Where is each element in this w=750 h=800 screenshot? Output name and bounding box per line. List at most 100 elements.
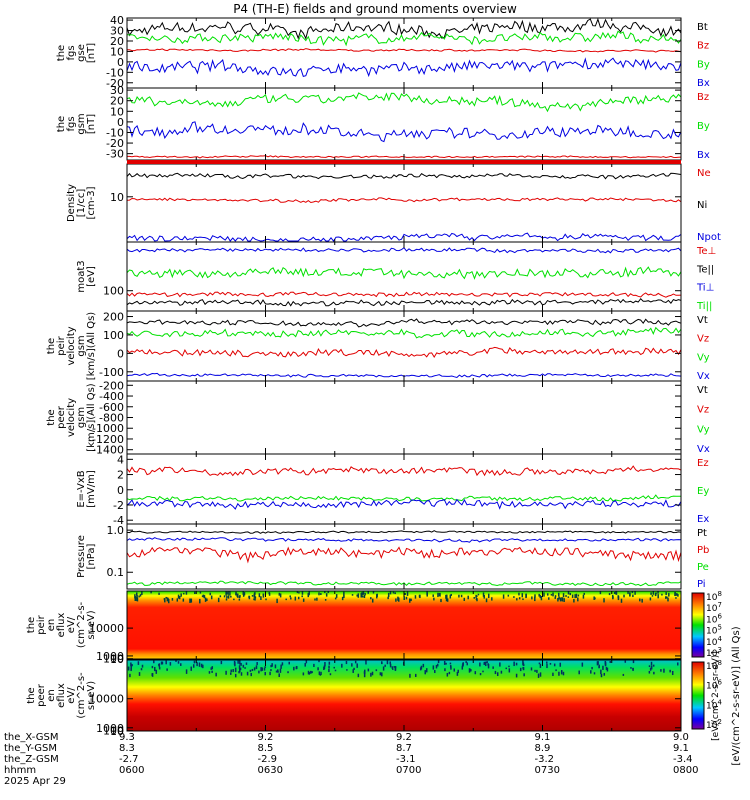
colorbar-tick-exponent: 7 [717, 601, 721, 609]
y-axis-label: Pressure [76, 535, 87, 578]
spectrogram-speckle [244, 667, 246, 669]
spectrogram-speckle [298, 591, 300, 594]
y-axis-label: eflux [56, 613, 67, 638]
spectrogram-speckle [234, 673, 237, 678]
y-tick-label: 1000 [96, 650, 124, 663]
series-line-By [126, 92, 682, 113]
spectrogram-speckle [410, 598, 412, 602]
spectrogram-speckle [519, 667, 522, 672]
spectrogram-speckle [362, 591, 364, 595]
spectrogram-speckle [203, 595, 206, 599]
spectrogram-speckle [313, 663, 315, 667]
spectrogram-speckle [499, 662, 501, 667]
spectrogram-speckle [418, 594, 421, 598]
spectrogram-speckle [230, 672, 232, 675]
spectrogram-speckle [138, 672, 141, 676]
spectrogram-speckle [522, 598, 524, 601]
spectrogram-speckle [594, 597, 596, 600]
y-tick-label: -1200 [92, 433, 124, 446]
spectrogram-speckle [351, 594, 354, 596]
spectrogram-speckle [233, 660, 236, 666]
spectrogram-speckle [161, 661, 164, 665]
spectrogram-speckle [562, 671, 565, 676]
colorbar-tick-exponent: 8 [717, 659, 721, 667]
spectrogram-speckle [456, 671, 459, 676]
spectrogram-speckle [351, 663, 353, 667]
spectrogram-speckle [141, 591, 143, 596]
spectrogram-speckle [648, 670, 651, 674]
y-tick-label: -600 [99, 401, 124, 414]
spectrogram-speckle [593, 596, 595, 600]
panel-frame [126, 380, 682, 455]
spectrogram-speckle [363, 673, 366, 678]
spectrogram-speckle [137, 661, 140, 665]
spectrogram-speckle [513, 596, 515, 598]
spectrogram-speckle [327, 591, 330, 594]
spectrogram-speckle [525, 593, 527, 599]
spectrogram-speckle [425, 668, 428, 673]
spectrogram-speckle [461, 666, 464, 670]
spectrogram-speckle [435, 664, 438, 669]
spectrogram-speckle [164, 598, 166, 603]
spectrogram-speckle [270, 664, 272, 668]
spectrogram-speckle [552, 592, 554, 597]
y-axis-label: Density [66, 184, 77, 222]
y-axis-label: [nT] [86, 43, 97, 63]
spectrogram-speckle [523, 673, 525, 677]
spectrogram-speckle [389, 661, 391, 665]
legend-entry-vz: Vz [697, 334, 709, 345]
spectrogram-speckle [265, 598, 267, 601]
legend-entry-vt: Vt [697, 385, 708, 396]
y-axis-label: sr-eV) [86, 610, 97, 639]
spectrogram-speckle [240, 672, 243, 676]
spectrogram-speckle [445, 594, 447, 599]
spectrogram-speckle [302, 598, 305, 602]
spectrogram-speckle [269, 671, 271, 676]
spectrogram-speckle [539, 672, 542, 677]
spectrogram-speckle [482, 670, 484, 673]
spectrogram-speckle [264, 671, 266, 676]
spectrogram-speckle [590, 670, 592, 674]
spectrogram-speckle [136, 592, 138, 596]
spectrogram-speckle [567, 591, 570, 595]
spectrogram-speckle [531, 596, 533, 600]
spectrogram-speckle [605, 666, 608, 670]
spectrogram-speckle [193, 660, 196, 664]
spectrogram-speckle [560, 670, 563, 675]
spectrogram-speckle [254, 596, 256, 601]
y-tick-label: -200 [99, 379, 124, 392]
spectrogram-speckle [667, 597, 669, 602]
spectrogram-speckle [505, 667, 507, 670]
spectrogram-speckle [258, 593, 261, 598]
spectrogram-speckle [389, 663, 392, 668]
spectrogram-speckle [310, 670, 312, 674]
y-tick-label: 2 [117, 469, 124, 482]
spectrogram-speckle [253, 593, 256, 598]
spectrogram-speckle [230, 669, 232, 673]
spectrogram-speckle [127, 666, 130, 671]
spectrogram-speckle [500, 670, 503, 674]
spectrogram-speckle [675, 597, 677, 599]
series-line-Vt [126, 318, 682, 328]
spectrogram-speckle [209, 592, 211, 596]
spectrogram-speckle [409, 673, 411, 678]
spectrogram-speckle [329, 673, 332, 676]
spectrogram-speckle [160, 661, 163, 665]
spectrogram-speckle [553, 663, 556, 667]
spectrogram-speckle [537, 673, 540, 678]
spectrogram-speckle [460, 594, 463, 598]
series-line-Ne [126, 197, 682, 204]
spectrogram-speckle [557, 592, 560, 597]
x-axis-ygsm-value: 8.5 [258, 743, 274, 754]
spectrogram-speckle [492, 666, 494, 669]
x-axis-xgsm-value: 9.1 [535, 732, 551, 743]
spectrogram-speckle [487, 664, 490, 669]
series-line-Pb [126, 546, 682, 564]
panel-peer_vel: Vt Vz Vy Vx -200-400-600-800-1000-1200-1400 t… [46, 379, 710, 456]
spectrogram-speckle [600, 669, 602, 675]
spectrogram-speckle [354, 660, 357, 664]
spectrogram-speckle [641, 598, 643, 603]
spectrogram-speckle [384, 664, 386, 667]
spectrogram-speckle [200, 663, 203, 668]
